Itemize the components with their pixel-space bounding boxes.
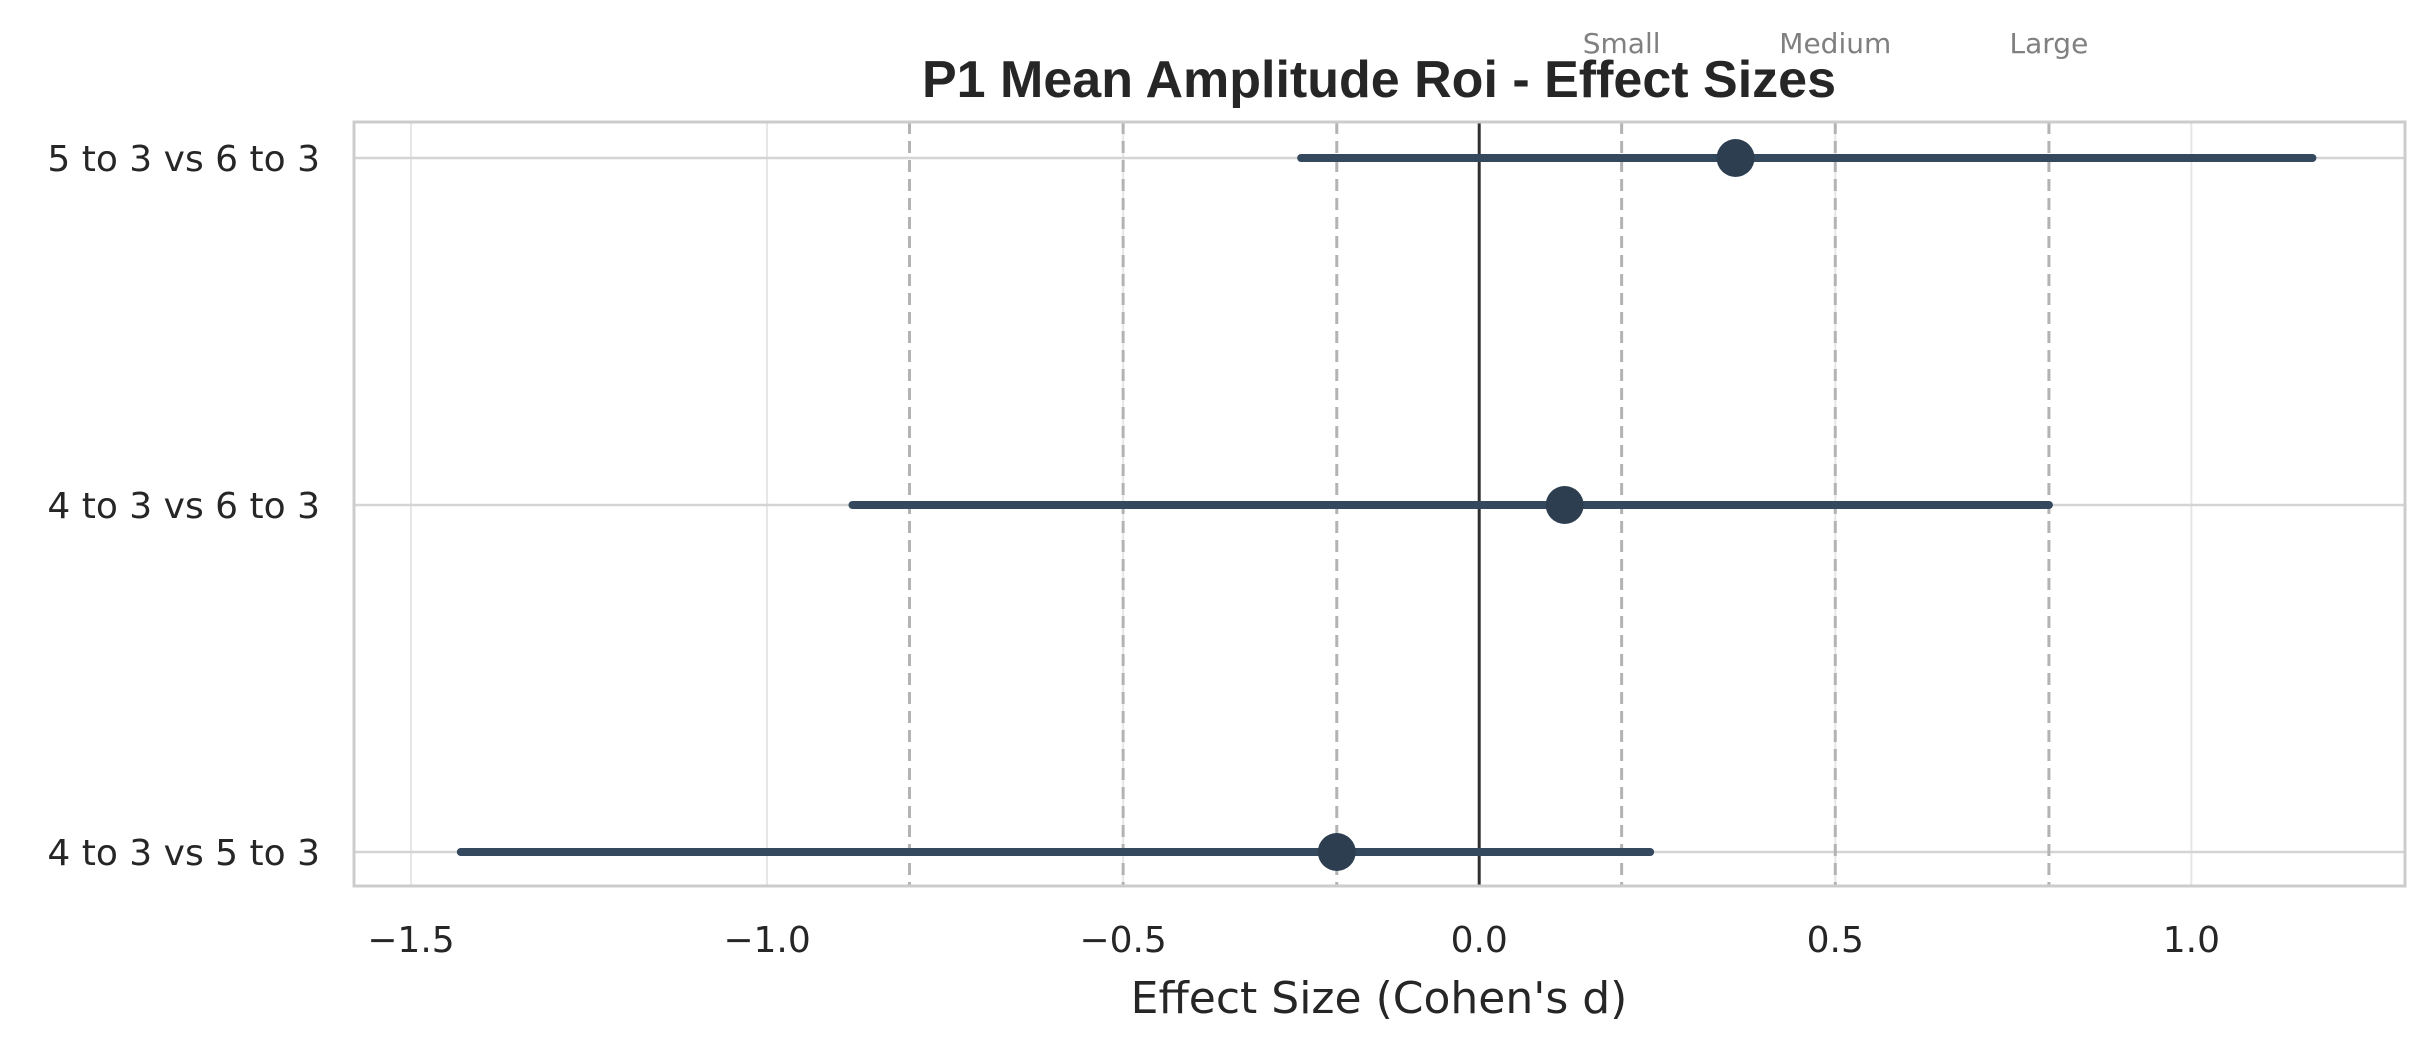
threshold-labels: Small Medium Large (1583, 27, 2089, 60)
x-tick-labels: −1.5 −1.0 −0.5 0.0 0.5 1.0 (367, 920, 2220, 961)
x-tick-label: 0.0 (1451, 920, 1508, 961)
x-tick-label: −0.5 (1079, 920, 1166, 961)
threshold-label: Medium (1779, 27, 1891, 60)
x-tick-label: 0.5 (1807, 920, 1864, 961)
threshold-label: Large (2010, 27, 2089, 60)
y-tick-label: 4 to 3 vs 6 to 3 (47, 486, 320, 527)
chart-title: P1 Mean Amplitude Roi - Effect Sizes (922, 51, 1836, 109)
y-tick-label: 5 to 3 vs 6 to 3 (47, 139, 320, 180)
x-tick-label: −1.5 (367, 920, 454, 961)
y-tick-label: 4 to 3 vs 5 to 3 (47, 833, 320, 874)
plot-frame (352, 120, 2407, 888)
x-axis-label: Effect Size (Cohen's d) (1131, 973, 1628, 1024)
x-tick-label: −1.0 (723, 920, 810, 961)
effect-size-point (1545, 486, 1584, 524)
effect-size-series (456, 139, 2317, 871)
y-tick-labels: 5 to 3 vs 6 to 3 4 to 3 vs 6 to 3 4 to 3 v… (47, 139, 320, 874)
effect-size-point (1317, 833, 1356, 871)
x-tick-label: 1.0 (2163, 920, 2220, 961)
effect-size-point (1716, 139, 1755, 177)
threshold-label: Small (1583, 27, 1661, 60)
